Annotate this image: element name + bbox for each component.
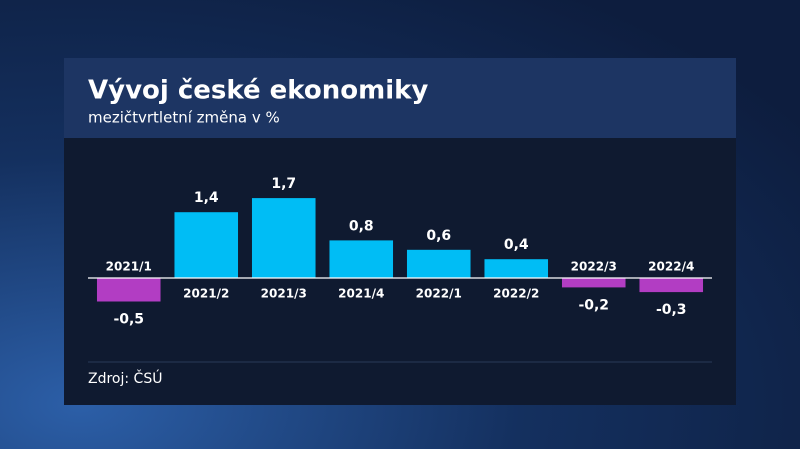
bar — [251, 198, 316, 278]
bar — [174, 212, 239, 278]
data-label: 0,6 — [426, 228, 451, 244]
x-tick-label: 2022/2 — [493, 287, 539, 301]
chart-title: Vývoj české ekonomiky — [88, 76, 428, 106]
x-tick-label: 2021/2 — [183, 287, 229, 301]
chart-panel — [64, 138, 736, 405]
data-label: -0,2 — [578, 297, 609, 313]
x-tick-label: 2021/4 — [338, 287, 384, 301]
x-tick-label: 2021/3 — [261, 287, 307, 301]
bar — [406, 249, 471, 278]
bar — [484, 259, 549, 278]
data-label: 1,7 — [271, 176, 296, 192]
source: Zdroj: ČSÚ — [88, 369, 162, 387]
data-label: 0,8 — [349, 218, 374, 234]
data-label: -0,3 — [656, 302, 687, 318]
data-label: -0,5 — [113, 312, 144, 328]
x-tick-label: 2022/1 — [416, 287, 462, 301]
data-label: 0,4 — [504, 237, 529, 253]
bar — [329, 240, 394, 278]
chart-subtitle: mezičtvrtletní změna v % — [88, 109, 280, 127]
data-label: 1,4 — [194, 190, 219, 206]
bar — [96, 278, 161, 302]
x-tick-label: 2022/4 — [648, 260, 694, 274]
header-panel — [64, 58, 736, 138]
bar — [561, 278, 626, 288]
x-tick-label: 2022/3 — [571, 260, 617, 274]
bar — [639, 278, 704, 293]
x-tick-label: 2021/1 — [106, 260, 152, 274]
